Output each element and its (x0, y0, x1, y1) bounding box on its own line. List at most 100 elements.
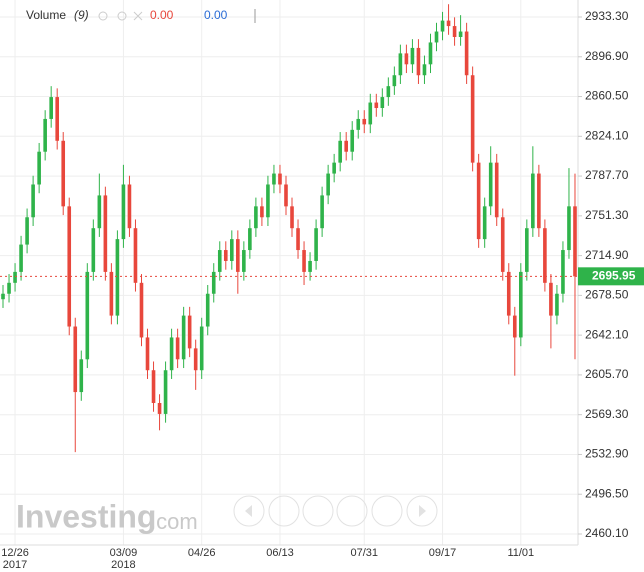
candle-body (55, 97, 60, 141)
zoom-out-button[interactable] (336, 495, 368, 527)
candle-body (242, 250, 246, 272)
candle-body (73, 326, 78, 393)
candle-body (37, 151, 41, 185)
candle-body (452, 26, 457, 37)
candle-body (494, 162, 499, 218)
scroll-right-button[interactable] (406, 495, 438, 527)
zoom-reset-button[interactable] (302, 495, 334, 527)
candle-body (350, 129, 355, 152)
candle-body (482, 206, 487, 240)
indicator-param: (9) (74, 8, 89, 22)
x-tick-label: 11/01 (507, 547, 534, 559)
candle-body (410, 47, 415, 65)
candle-body (127, 184, 132, 229)
logo-brand: Investing (16, 498, 156, 534)
candle-body (199, 326, 204, 371)
y-tick-label: 2642.10 (585, 327, 629, 341)
candle-body (302, 250, 306, 272)
candle-body (549, 282, 553, 316)
candle-body (260, 206, 264, 218)
candle-body (320, 195, 324, 229)
candle-body (175, 337, 180, 360)
candle-body (416, 47, 421, 76)
candle-body (506, 271, 511, 316)
candle-body (464, 31, 469, 76)
candle-body (121, 184, 126, 240)
y-tick-label: 2860.50 (585, 89, 629, 103)
y-tick-label: 2824.10 (585, 128, 629, 142)
candle-body (284, 184, 288, 207)
candle-body (446, 20, 451, 27)
candle-body (531, 173, 535, 229)
candle-body (338, 140, 342, 163)
visibility-icon[interactable] (98, 11, 108, 21)
y-tick-label: 2714.90 (585, 248, 629, 262)
y-tick-label: 2496.50 (585, 486, 629, 500)
candle-body (67, 206, 72, 327)
candle-body (217, 250, 222, 272)
y-tick-label: 2787.70 (585, 168, 629, 182)
candle-body (248, 228, 252, 251)
candle-body (13, 271, 17, 283)
candle-body (314, 228, 318, 261)
x-year-label: 2018 (111, 559, 135, 571)
x-tick-label: 09/17 (429, 547, 457, 559)
candle-body (1, 293, 5, 300)
candle-body (440, 20, 445, 32)
candle-body (518, 271, 523, 338)
candle-body (434, 31, 439, 43)
y-tick-label: 2532.90 (585, 447, 629, 461)
candle-body (332, 162, 336, 174)
candle-body (109, 271, 114, 316)
zoom-fit-button[interactable] (371, 495, 403, 527)
candle-body (470, 75, 475, 163)
x-tick-label: 03/09 (110, 547, 138, 559)
candle-body (398, 53, 403, 76)
remove-icon[interactable] (133, 11, 143, 21)
settings-icon[interactable] (117, 11, 127, 21)
candle-body (272, 173, 276, 185)
candle-body (211, 271, 216, 294)
indicator-value-2: 0.00 (204, 8, 228, 22)
candle-body (223, 250, 228, 261)
candle-body (236, 239, 240, 272)
candle-body (19, 244, 23, 272)
candle-body (61, 140, 66, 207)
candle-body (85, 271, 90, 360)
candle-body (537, 173, 541, 229)
candle-body (229, 239, 234, 261)
candle-body (139, 282, 144, 338)
y-tick-label: 2751.30 (585, 208, 629, 222)
y-tick-label: 2569.30 (585, 407, 629, 421)
candle-body (512, 315, 517, 338)
indicator-value-1: 0.00 (150, 8, 174, 22)
zoom-in-button[interactable] (268, 495, 300, 527)
candle-body (266, 184, 270, 218)
candle-body (555, 293, 559, 316)
x-tick-label: 07/31 (350, 547, 378, 559)
candle-body (181, 315, 186, 360)
candle-body (561, 250, 565, 294)
candle-body (308, 260, 312, 272)
candle-body (543, 228, 547, 283)
candle-body (103, 195, 108, 272)
indicator-name: Volume (26, 8, 66, 22)
y-tick-label: 2933.30 (585, 9, 629, 23)
candle-body (115, 239, 120, 316)
candle-body (290, 206, 294, 229)
grid (0, 0, 578, 545)
candle-body (573, 206, 577, 277)
last-price-box (578, 267, 644, 286)
candle-body (49, 97, 53, 119)
logo-suffix: .com (150, 509, 198, 534)
candle-body (133, 228, 138, 283)
y-tick-label: 2460.10 (585, 526, 629, 540)
candle-body (254, 206, 258, 229)
candle-body (193, 348, 198, 371)
candle-body (392, 75, 397, 87)
scroll-left-button[interactable] (233, 495, 265, 527)
candle-body (79, 359, 84, 393)
